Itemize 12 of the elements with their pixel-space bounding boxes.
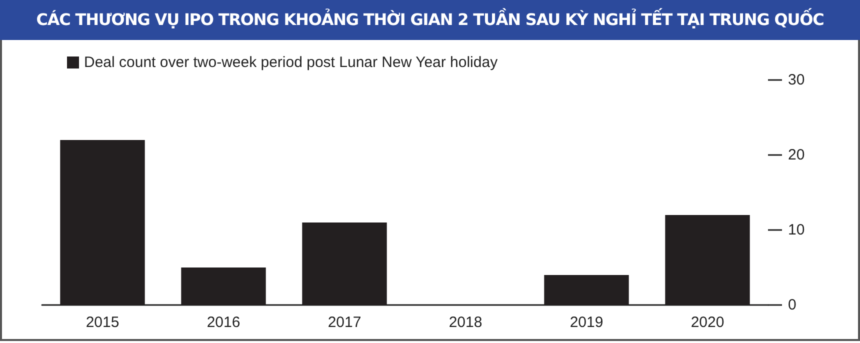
x-tick-label: 2018 [448,314,482,331]
x-tick-label: 2017 [328,314,362,331]
x-tick-label: 2020 [690,314,724,331]
legend-label: Deal count over two-week period post Lunar New Year holiday [84,54,498,71]
x-tick-label: 2019 [570,314,604,331]
chart-title: CÁC THƯƠNG VỤ IPO TRONG KHOẢNG THỜI GIAN 2 TUẦN SAU KỲ NGHỈ TẾT TẠI TRUNG QUỐC [0,0,860,40]
y-tick-label: 0 [788,296,796,314]
y-tick-label: 20 [788,146,805,164]
x-tick-label: 2015 [86,314,120,331]
y-tick-label: 30 [788,72,805,88]
x-tick-label: 2016 [206,314,240,331]
y-tick-label: 10 [788,222,805,238]
